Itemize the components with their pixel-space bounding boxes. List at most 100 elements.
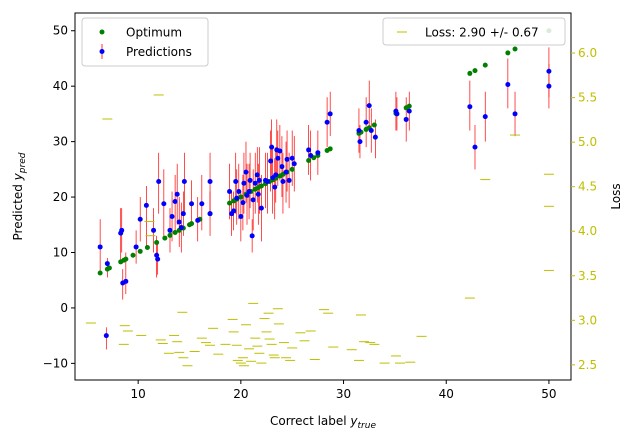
y-tick-label: −10	[43, 356, 68, 370]
legend-right-box	[382, 17, 566, 46]
prediction-point	[207, 211, 213, 217]
y-tick-label: 50	[53, 24, 68, 38]
optimum-point	[144, 245, 150, 251]
prediction-point	[308, 152, 314, 158]
prediction-point	[272, 184, 278, 190]
y2-tick-label: 4.0	[578, 224, 597, 238]
prediction-point	[119, 227, 125, 233]
prediction-point	[103, 333, 109, 339]
prediction-point	[247, 177, 253, 183]
prediction-point	[154, 252, 160, 258]
prediction-point	[291, 161, 297, 167]
prediction-point	[315, 150, 321, 156]
prediction-point	[231, 208, 237, 214]
prediction-point	[227, 189, 233, 195]
optimum-point	[130, 252, 136, 258]
prediction-point	[472, 144, 478, 150]
prediction-point	[249, 233, 255, 239]
optimum-point	[327, 146, 333, 152]
prediction-point	[546, 83, 552, 89]
prediction-point	[151, 227, 157, 233]
prediction-point	[268, 158, 274, 164]
optimum-point	[162, 235, 168, 241]
legend-optimum-marker	[99, 29, 105, 35]
plot-frame	[74, 12, 572, 381]
prediction-point	[104, 261, 110, 267]
prediction-point	[256, 177, 262, 183]
optimum-point	[406, 103, 412, 109]
prediction-point	[176, 219, 182, 225]
prediction-point	[252, 180, 258, 186]
prediction-point	[482, 114, 488, 120]
prediction-point	[258, 205, 264, 211]
prediction-point	[207, 179, 213, 185]
optimum-point	[467, 70, 473, 76]
optimum-point	[482, 62, 488, 68]
y-axis-label: Predicted ypred	[11, 152, 28, 240]
prediction-point	[306, 147, 312, 153]
y2-tick-label: 2.5	[578, 358, 597, 372]
x-tick-label: 50	[541, 387, 556, 401]
y2-axis-ticks: 2.5 3.0 3.5 4.0 4.5 5.0 5.5 6.0	[571, 46, 597, 372]
optimum-point	[472, 68, 478, 74]
legend-predictions-label: Predictions	[126, 45, 192, 59]
prediction-point	[254, 172, 260, 178]
y2-tick-label: 5.5	[578, 91, 597, 105]
prediction-point	[279, 164, 285, 170]
optimum-point	[289, 166, 295, 172]
x-tick-label: 20	[233, 387, 248, 401]
optimum-point	[238, 194, 244, 200]
prediction-point	[277, 148, 283, 154]
x-axis-ticks: 10 20 30 40 50	[131, 380, 557, 401]
prediction-point	[356, 128, 362, 134]
prediction-point	[280, 179, 286, 185]
prediction-point	[394, 111, 400, 117]
prediction-point	[155, 256, 161, 262]
prediction-point	[241, 180, 247, 186]
y2-tick-label: 4.5	[578, 180, 597, 194]
prediction-point	[505, 82, 511, 88]
prediction-point	[265, 179, 271, 185]
legend-optimum-label: Optimum	[126, 26, 182, 40]
x-tick-label: 40	[439, 387, 454, 401]
optimum-point	[172, 230, 178, 236]
prediction-point	[167, 227, 173, 233]
optimum-point	[189, 221, 195, 227]
loss-layer	[85, 94, 554, 367]
optimum-point	[512, 46, 518, 52]
optimum-point	[123, 256, 129, 262]
prediction-point	[246, 189, 252, 195]
optimum-point	[137, 248, 143, 254]
prediction-point	[172, 198, 178, 204]
prediction-point	[284, 156, 290, 162]
optimum-point	[306, 157, 312, 163]
predictions-layer	[97, 68, 552, 339]
prediction-point	[243, 169, 249, 175]
prediction-point	[357, 139, 363, 145]
optimum-point	[167, 232, 173, 238]
prediction-point	[174, 191, 180, 197]
prediction-point	[275, 155, 281, 161]
prediction-point	[467, 104, 473, 110]
optimum-layer	[97, 28, 552, 276]
prediction-point	[512, 111, 518, 117]
prediction-point	[372, 134, 378, 140]
y-tick-label: 20	[53, 190, 68, 204]
optimum-point	[154, 240, 160, 246]
prediction-point	[324, 119, 330, 125]
prediction-point	[189, 201, 195, 207]
prediction-point	[133, 244, 139, 250]
prediction-point	[363, 119, 369, 125]
legend-left-box	[81, 17, 209, 67]
prediction-point	[123, 278, 129, 284]
optimum-point	[371, 122, 377, 128]
y-tick-label: 0	[60, 301, 68, 315]
prediction-point	[195, 217, 201, 223]
prediction-point	[240, 200, 246, 206]
y2-axis-label: Loss	[609, 183, 623, 209]
prediction-point	[366, 103, 372, 109]
optimum-point	[227, 200, 233, 206]
prediction-point	[289, 155, 295, 161]
prediction-point	[273, 172, 279, 178]
prediction-point	[286, 177, 292, 183]
